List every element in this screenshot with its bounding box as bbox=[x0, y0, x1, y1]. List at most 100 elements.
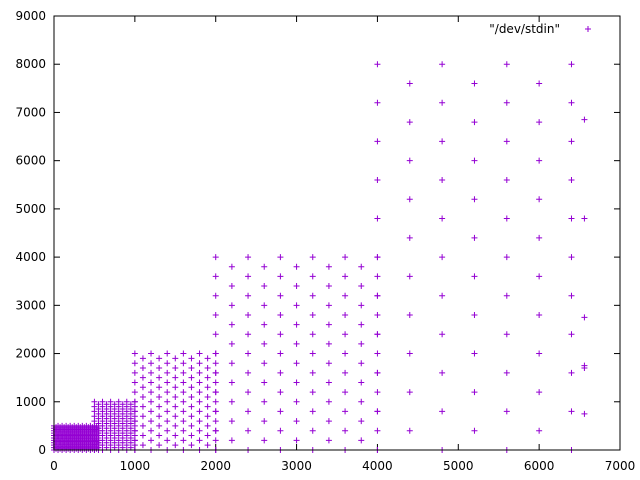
y-tick-label: 3000 bbox=[15, 298, 46, 312]
data-point bbox=[139, 432, 146, 439]
data-point bbox=[581, 410, 588, 417]
data-point bbox=[172, 355, 179, 362]
data-point bbox=[277, 408, 284, 415]
data-point bbox=[131, 408, 138, 415]
data-point bbox=[204, 442, 211, 449]
data-point bbox=[188, 422, 195, 429]
data-point bbox=[342, 389, 349, 396]
data-point bbox=[196, 360, 203, 367]
data-point bbox=[212, 292, 219, 299]
data-point bbox=[293, 360, 300, 367]
data-point bbox=[164, 408, 171, 415]
data-point bbox=[212, 389, 219, 396]
data-point bbox=[228, 283, 235, 290]
data-point bbox=[439, 215, 446, 222]
data-point bbox=[342, 292, 349, 299]
data-point bbox=[164, 350, 171, 357]
data-point bbox=[156, 355, 163, 362]
data-point bbox=[148, 398, 155, 405]
data-point bbox=[212, 331, 219, 338]
data-point bbox=[172, 413, 179, 420]
data-point bbox=[439, 331, 446, 338]
data-point bbox=[293, 302, 300, 309]
data-point bbox=[228, 379, 235, 386]
data-point bbox=[204, 403, 211, 410]
data-point bbox=[568, 331, 575, 338]
data-point bbox=[358, 360, 365, 367]
data-point bbox=[358, 263, 365, 270]
data-point bbox=[196, 398, 203, 405]
data-point bbox=[325, 437, 332, 444]
data-point bbox=[180, 398, 187, 405]
data-point bbox=[568, 292, 575, 299]
data-point bbox=[131, 437, 138, 444]
legend: "/dev/stdin" bbox=[489, 22, 591, 36]
data-point bbox=[439, 61, 446, 68]
data-point bbox=[406, 157, 413, 164]
data-point bbox=[245, 331, 252, 338]
data-point bbox=[568, 99, 575, 106]
data-point bbox=[148, 408, 155, 415]
data-point bbox=[139, 413, 146, 420]
y-tick-label: 7000 bbox=[15, 105, 46, 119]
data-point bbox=[261, 418, 268, 425]
data-point bbox=[180, 350, 187, 357]
data-point bbox=[325, 398, 332, 405]
data-point bbox=[439, 176, 446, 183]
data-point bbox=[374, 369, 381, 376]
data-point bbox=[188, 355, 195, 362]
data-point bbox=[172, 384, 179, 391]
data-point bbox=[374, 176, 381, 183]
x-tick-label: 2000 bbox=[200, 459, 231, 473]
data-point bbox=[99, 398, 106, 405]
data-point bbox=[188, 393, 195, 400]
data-point bbox=[439, 408, 446, 415]
data-point bbox=[148, 389, 155, 396]
data-point bbox=[342, 331, 349, 338]
data-point bbox=[293, 398, 300, 405]
data-point bbox=[115, 398, 122, 405]
data-point bbox=[172, 365, 179, 372]
data-point bbox=[471, 350, 478, 357]
data-point bbox=[325, 321, 332, 328]
plot-background bbox=[54, 16, 620, 450]
data-point bbox=[325, 263, 332, 270]
data-point bbox=[406, 273, 413, 280]
data-point bbox=[172, 442, 179, 449]
data-point bbox=[180, 408, 187, 415]
data-point bbox=[568, 138, 575, 145]
data-point bbox=[277, 369, 284, 376]
data-point bbox=[503, 215, 510, 222]
data-point bbox=[164, 389, 171, 396]
data-point bbox=[309, 292, 316, 299]
data-point bbox=[568, 215, 575, 222]
data-point bbox=[245, 273, 252, 280]
data-point bbox=[131, 427, 138, 434]
data-point bbox=[374, 408, 381, 415]
data-point bbox=[374, 311, 381, 318]
data-point bbox=[261, 283, 268, 290]
data-point bbox=[156, 393, 163, 400]
data-point bbox=[406, 119, 413, 126]
data-point bbox=[342, 273, 349, 280]
data-point bbox=[212, 369, 219, 376]
data-point bbox=[131, 418, 138, 425]
data-point bbox=[309, 273, 316, 280]
data-point bbox=[261, 263, 268, 270]
data-point bbox=[156, 422, 163, 429]
data-point bbox=[172, 374, 179, 381]
data-point bbox=[503, 99, 510, 106]
data-point bbox=[503, 176, 510, 183]
data-point bbox=[188, 432, 195, 439]
data-point bbox=[358, 302, 365, 309]
y-tick-label: 5000 bbox=[15, 202, 46, 216]
plot-frame bbox=[53, 15, 621, 451]
data-point bbox=[188, 384, 195, 391]
data-point bbox=[406, 311, 413, 318]
data-point bbox=[212, 273, 219, 280]
data-point bbox=[581, 215, 588, 222]
data-point bbox=[406, 389, 413, 396]
data-point bbox=[139, 393, 146, 400]
data-point bbox=[228, 302, 235, 309]
data-point bbox=[204, 365, 211, 372]
